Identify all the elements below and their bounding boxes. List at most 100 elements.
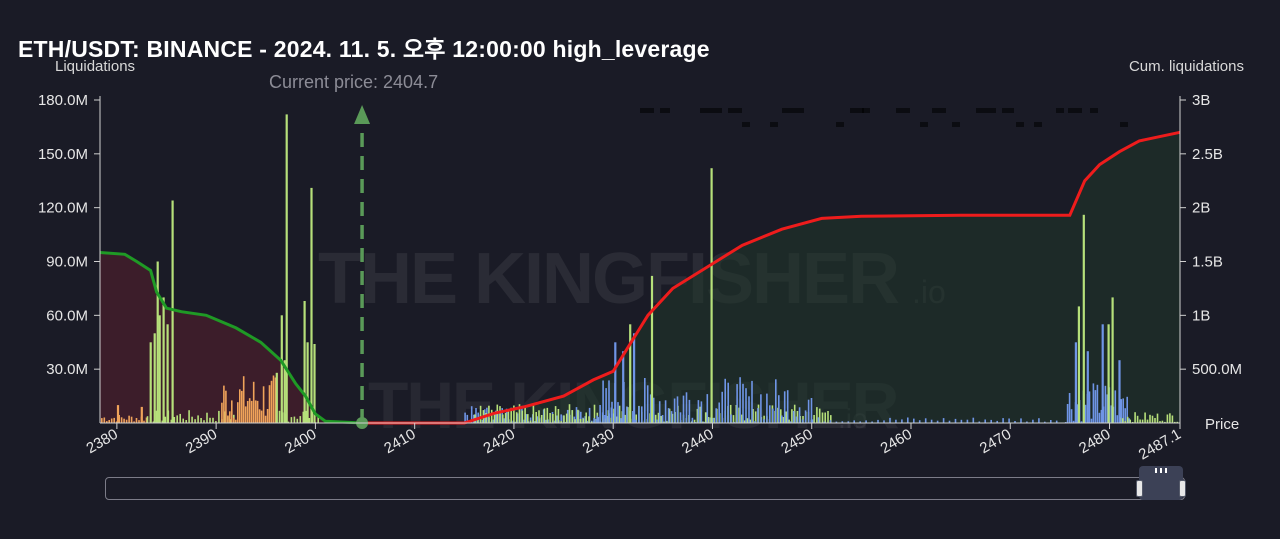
overlay-dash xyxy=(782,108,804,113)
filler-bar xyxy=(616,416,618,423)
filler-bar xyxy=(250,400,253,423)
filler-bar xyxy=(913,418,915,423)
filler-bar xyxy=(978,421,981,423)
filler-bar xyxy=(1066,404,1069,423)
filler-bar xyxy=(732,415,735,423)
zoom-grip-icon[interactable] xyxy=(1155,468,1167,473)
liquidation-bar xyxy=(306,342,309,424)
filler-bar xyxy=(164,416,167,423)
filler-bar xyxy=(1044,421,1046,423)
filler-bar xyxy=(588,416,590,423)
filler-bar xyxy=(597,417,600,423)
filler-bar xyxy=(781,415,783,423)
filler-bar xyxy=(657,412,660,423)
filler-bar xyxy=(793,404,796,423)
filler-bar xyxy=(823,421,826,423)
filler-bar xyxy=(113,417,115,423)
filler-bar xyxy=(782,417,785,423)
zoom-handle-left[interactable] xyxy=(1136,480,1143,497)
liquidation-bar xyxy=(140,406,143,423)
y2-tick-label: 3B xyxy=(1192,92,1210,109)
filler-bar xyxy=(655,419,658,423)
filler-bar xyxy=(145,417,148,423)
filler-bar xyxy=(791,409,793,423)
filler-bar xyxy=(1141,419,1144,423)
zoom-scrollbar-track[interactable] xyxy=(105,477,1185,500)
filler-bar xyxy=(256,400,259,423)
filler-bar xyxy=(577,409,579,423)
filler-bar xyxy=(824,412,826,423)
filler-bar xyxy=(179,413,181,423)
filler-bar xyxy=(748,396,750,423)
overlay-dash xyxy=(850,108,864,113)
overlay-dash xyxy=(952,122,960,127)
filler-bar xyxy=(290,417,293,423)
filler-bar xyxy=(143,420,145,423)
filler-bar xyxy=(521,410,524,423)
filler-bar xyxy=(817,417,820,423)
filler-bar xyxy=(613,408,615,423)
filler-bar xyxy=(1068,393,1071,423)
filler-bar xyxy=(816,407,818,423)
overlay-dash xyxy=(640,108,654,113)
filler-bar xyxy=(108,420,110,423)
filler-bar xyxy=(563,415,565,423)
filler-bar xyxy=(749,419,751,423)
filler-bar xyxy=(494,410,497,423)
filler-bar xyxy=(703,421,706,423)
filler-bar xyxy=(721,391,723,423)
filler-bar xyxy=(231,400,233,423)
filler-bar xyxy=(785,411,788,423)
liquidation-bar xyxy=(158,315,161,423)
filler-bar xyxy=(560,421,562,423)
filler-bar xyxy=(534,421,536,423)
overlay-dash xyxy=(862,108,870,113)
overlay-dash xyxy=(660,108,670,113)
filler-bar xyxy=(152,421,155,423)
filler-bar xyxy=(618,405,621,423)
y-tick-label: 150.0M xyxy=(38,146,88,163)
filler-bar xyxy=(481,420,484,423)
filler-bar xyxy=(1070,409,1073,423)
current-price-label: Current price: 2404.7 xyxy=(269,72,438,92)
filler-bar xyxy=(499,406,501,423)
filler-bar xyxy=(101,418,103,423)
filler-bar xyxy=(475,408,477,423)
y2-tick-label: 1.5B xyxy=(1192,254,1223,271)
x-tick-label: 2480 xyxy=(1076,426,1113,457)
filler-bar xyxy=(1146,419,1149,423)
filler-bar xyxy=(644,378,646,423)
filler-bar xyxy=(798,407,801,423)
zoom-handle-right[interactable] xyxy=(1179,480,1186,497)
filler-bar xyxy=(1171,415,1174,423)
filler-bar xyxy=(752,409,754,423)
filler-bar xyxy=(704,412,707,423)
cum-area-below xyxy=(100,252,363,423)
filler-bar xyxy=(700,401,703,423)
filler-bar xyxy=(1072,420,1075,423)
filler-bar xyxy=(540,415,543,423)
filler-bar xyxy=(103,417,106,423)
filler-bar xyxy=(804,410,807,423)
filler-bar xyxy=(729,404,732,423)
liquidation-bar xyxy=(622,351,625,423)
filler-bar xyxy=(1092,383,1095,423)
filler-bar xyxy=(579,419,582,423)
filler-bar xyxy=(696,408,699,423)
overlay-dash xyxy=(1016,122,1024,127)
filler-bar xyxy=(588,407,591,423)
overlay-dash xyxy=(976,108,996,113)
overlay-dash xyxy=(1090,108,1098,113)
filler-bar xyxy=(1038,418,1040,423)
x-tick-label: 2487.1 xyxy=(1136,426,1184,464)
filler-bar xyxy=(699,406,701,423)
filler-bar xyxy=(632,411,634,423)
y-tick-label: 120.0M xyxy=(38,200,88,217)
filler-bar xyxy=(769,405,771,423)
filler-bar xyxy=(130,416,133,423)
filler-bar xyxy=(1139,419,1141,423)
filler-bar xyxy=(835,421,838,423)
filler-bar xyxy=(918,420,921,423)
filler-bar xyxy=(115,421,118,423)
